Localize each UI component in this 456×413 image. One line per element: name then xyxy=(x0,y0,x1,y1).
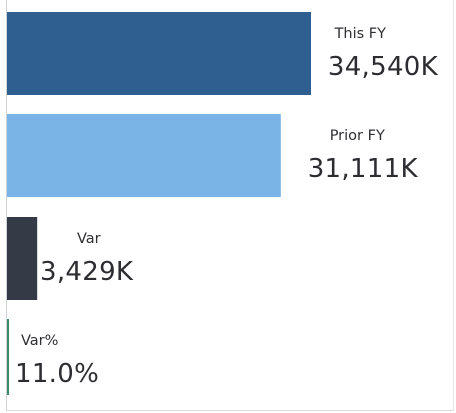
chart-frame xyxy=(6,0,454,411)
bar-var xyxy=(7,319,9,395)
value-label: 34,540K xyxy=(328,52,439,82)
category-label: Prior FY xyxy=(330,128,385,144)
value-label: 3,429K xyxy=(40,257,134,287)
bar-var xyxy=(7,217,38,300)
category-label: Var xyxy=(77,231,101,247)
bar-prior-fy xyxy=(7,114,281,197)
category-label: Var% xyxy=(21,333,58,349)
category-label: This FY xyxy=(334,26,387,42)
bar-this-fy xyxy=(7,12,311,95)
value-label: 31,111K xyxy=(308,154,419,184)
value-label: 11.0% xyxy=(15,359,99,389)
